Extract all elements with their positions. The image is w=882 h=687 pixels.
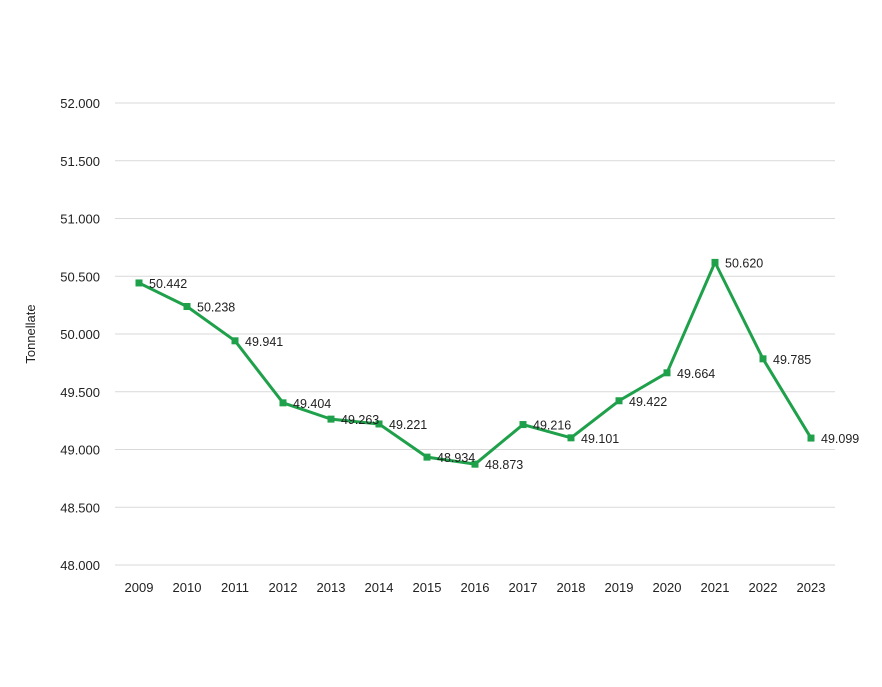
data-labels: 50.442 50.238 49.941 49.404 49.263 49.221 48.9… bbox=[149, 256, 859, 472]
data-point-marker bbox=[135, 279, 143, 287]
y-tick-label: 50.000 bbox=[60, 327, 100, 342]
x-tick-label: 2016 bbox=[461, 580, 490, 595]
y-tick-label: 51.500 bbox=[60, 154, 100, 169]
data-label: 49.099 bbox=[821, 432, 859, 446]
data-point-marker bbox=[471, 460, 479, 468]
x-tick-label: 2012 bbox=[269, 580, 298, 595]
data-label: 49.221 bbox=[389, 418, 427, 432]
x-tick-label: 2015 bbox=[413, 580, 442, 595]
gridlines bbox=[115, 102, 835, 566]
data-label: 49.101 bbox=[581, 432, 619, 446]
data-label: 49.941 bbox=[245, 335, 283, 349]
data-point-marker bbox=[663, 369, 671, 377]
x-tick-label: 2014 bbox=[365, 580, 394, 595]
y-tick-label: 50.500 bbox=[60, 269, 100, 284]
x-tick-label: 2017 bbox=[509, 580, 538, 595]
y-axis-label: Tonnellate bbox=[23, 304, 38, 363]
y-tick-label: 48.500 bbox=[60, 500, 100, 515]
data-label: 48.873 bbox=[485, 458, 523, 472]
x-axis-tick-labels: 2009 2010 2011 2012 2013 2014 2015 2016 2017 2018… bbox=[125, 580, 826, 595]
data-label: 50.238 bbox=[197, 301, 235, 315]
y-tick-label: 51.000 bbox=[60, 212, 100, 227]
data-label: 50.442 bbox=[149, 277, 187, 291]
data-label: 48.934 bbox=[437, 451, 475, 465]
data-label: 50.620 bbox=[725, 256, 763, 270]
data-point-marker bbox=[231, 337, 239, 345]
data-point-marker bbox=[807, 434, 815, 442]
data-point-marker bbox=[183, 303, 191, 311]
x-tick-label: 2010 bbox=[173, 580, 202, 595]
data-point-marker bbox=[711, 258, 719, 266]
y-tick-label: 52.000 bbox=[60, 96, 100, 111]
data-point-marker bbox=[423, 453, 431, 461]
x-tick-label: 2021 bbox=[701, 580, 730, 595]
x-tick-label: 2019 bbox=[605, 580, 634, 595]
data-point-marker bbox=[279, 399, 287, 407]
data-label: 49.664 bbox=[677, 367, 715, 381]
data-label: 49.263 bbox=[341, 413, 379, 427]
data-point-marker bbox=[567, 434, 575, 442]
x-tick-label: 2009 bbox=[125, 580, 154, 595]
series-line-path bbox=[138, 260, 813, 466]
data-label: 49.404 bbox=[293, 397, 331, 411]
x-tick-label: 2023 bbox=[797, 580, 826, 595]
y-tick-label: 48.000 bbox=[60, 558, 100, 573]
x-tick-label: 2011 bbox=[221, 580, 249, 595]
data-point-marker bbox=[519, 421, 527, 429]
y-axis-tick-labels: 48.000 48.500 49.000 49.500 50.000 50.500 51.0… bbox=[60, 96, 100, 573]
data-label: 49.785 bbox=[773, 353, 811, 367]
y-tick-label: 49.000 bbox=[60, 443, 100, 458]
x-tick-label: 2013 bbox=[317, 580, 346, 595]
data-label: 49.422 bbox=[629, 395, 667, 409]
x-tick-label: 2022 bbox=[749, 580, 778, 595]
data-point-marker bbox=[759, 355, 767, 363]
series-line bbox=[135, 258, 815, 468]
x-tick-label: 2018 bbox=[557, 580, 586, 595]
data-point-marker bbox=[375, 420, 383, 428]
x-tick-label: 2020 bbox=[653, 580, 682, 595]
data-point-marker bbox=[615, 397, 623, 405]
data-label: 49.216 bbox=[533, 419, 571, 433]
y-tick-label: 49.500 bbox=[60, 385, 100, 400]
data-point-marker bbox=[327, 415, 335, 423]
